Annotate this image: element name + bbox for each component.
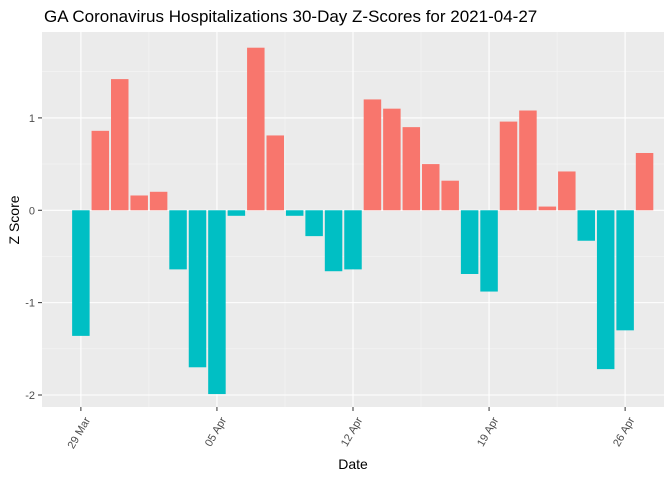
bar-positive (538, 206, 557, 211)
bar-negative (616, 210, 634, 331)
bar-positive (247, 47, 265, 211)
y-tick-label: 1 (29, 113, 35, 125)
x-tick-label: 19 Apr (475, 415, 501, 449)
bar-negative (480, 210, 498, 292)
bar-positive (149, 191, 168, 211)
bar-positive (422, 164, 440, 211)
y-axis-title: Z Score (6, 195, 22, 244)
bar-negative (188, 210, 207, 368)
x-tick-label: 12 Apr (339, 415, 365, 449)
bar-positive (519, 110, 537, 211)
bar-positive (266, 135, 284, 211)
bar-negative (72, 210, 90, 336)
bar-negative (208, 210, 226, 395)
y-axis: -2 -1 0 1 (25, 113, 42, 402)
y-tick-label: -1 (25, 298, 35, 310)
x-tick-label: 05 Apr (203, 415, 229, 449)
bar-positive (383, 108, 401, 211)
bar-negative (324, 210, 343, 272)
bar-negative (596, 210, 615, 370)
x-axis-title: Date (338, 456, 368, 472)
bar-positive (558, 171, 576, 211)
bar-positive (441, 180, 459, 211)
bar-negative (577, 210, 595, 241)
x-axis: 29 Mar 05 Apr 12 Apr 19 Apr 26 Apr (66, 407, 638, 451)
bar-positive (363, 99, 382, 211)
x-tick-label: 26 Apr (611, 415, 637, 449)
y-tick-label: -2 (25, 390, 35, 402)
bar-positive (130, 195, 148, 211)
bar-positive (402, 127, 421, 211)
bar-positive (635, 152, 654, 211)
bar-negative (460, 210, 479, 274)
y-tick-label: 0 (29, 205, 35, 217)
bar-positive (91, 130, 110, 211)
bar-negative (344, 210, 362, 270)
bar-positive (499, 121, 518, 211)
x-tick-label: 29 Mar (66, 415, 94, 451)
chart-title: GA Coronavirus Hospitalizations 30-Day Z… (44, 7, 537, 26)
bars-group (72, 47, 654, 395)
bar-positive (111, 79, 129, 211)
bar-negative (169, 210, 187, 270)
bar-negative (227, 210, 246, 216)
bar-negative (285, 210, 304, 216)
bar-negative (305, 210, 323, 237)
